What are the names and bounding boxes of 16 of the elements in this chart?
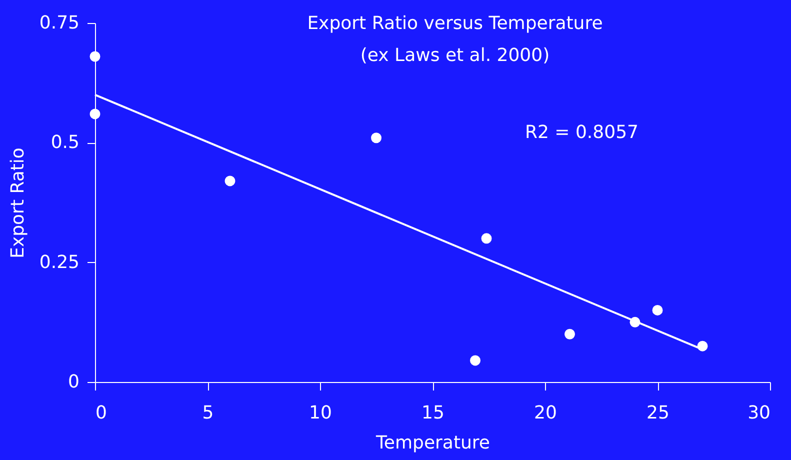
annotation: R2 = 0.8057 [525,122,638,143]
y-tick-label: 0 [68,372,80,392]
chart-title: Export Ratio versus Temperature [307,13,603,34]
x-tick-label: 0 [96,402,107,424]
x-axis-title: Temperature [374,432,490,454]
x-tick-label: 15 [422,402,444,424]
x-tick-label: 20 [534,402,557,424]
y-tick-label: 0.75 [39,12,80,34]
y-tick-label: 0.25 [39,252,80,273]
x-tick-label: 10 [309,402,332,424]
text: (ex Laws et al. 2000) [360,45,550,66]
y-axis-title: Export Ratio [7,148,28,258]
x-tick-label: 25 [646,402,670,424]
y-tick-label: 0.5 [50,132,80,154]
x-tick-label: 30 [748,402,770,424]
x-tick-label: 5 [202,402,214,424]
